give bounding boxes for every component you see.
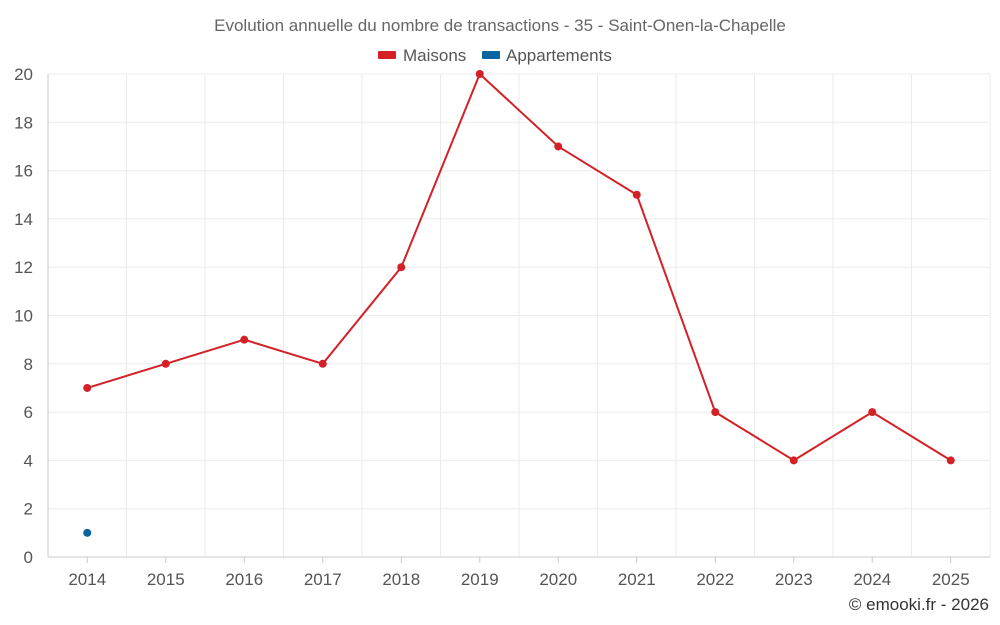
y-tick-label: 12 bbox=[14, 258, 33, 277]
y-tick-label: 14 bbox=[14, 210, 33, 229]
legend-item-appartements[interactable]: Appartements bbox=[482, 46, 612, 65]
x-tick-label: 2015 bbox=[147, 570, 185, 589]
data-point-maisons-2020[interactable] bbox=[554, 142, 563, 151]
chart-title: Evolution annuelle du nombre de transact… bbox=[214, 16, 786, 35]
series-layer bbox=[83, 70, 955, 537]
legend-label-maisons: Maisons bbox=[403, 46, 466, 65]
legend-swatch-appartements bbox=[482, 51, 500, 59]
y-tick-label: 2 bbox=[24, 500, 33, 519]
y-tick-label: 10 bbox=[14, 307, 33, 326]
data-point-maisons-2022[interactable] bbox=[711, 408, 720, 417]
data-point-maisons-2021[interactable] bbox=[632, 190, 641, 199]
legend-item-maisons[interactable]: Maisons bbox=[378, 46, 466, 65]
credit-text: © emooki.fr - 2026 bbox=[849, 595, 989, 614]
y-tick-label: 16 bbox=[14, 162, 33, 181]
x-tick-label: 2022 bbox=[696, 570, 734, 589]
data-point-maisons-2019[interactable] bbox=[475, 70, 484, 78]
grid bbox=[48, 73, 991, 557]
x-tick-label: 2025 bbox=[932, 570, 970, 589]
y-tick-label: 0 bbox=[24, 548, 33, 567]
y-tick-label: 18 bbox=[14, 113, 33, 132]
y-tick-label: 20 bbox=[14, 65, 33, 84]
x-tick-label: 2016 bbox=[225, 570, 263, 589]
data-point-maisons-2015[interactable] bbox=[161, 359, 170, 368]
y-tick-label: 6 bbox=[24, 403, 33, 422]
legend-swatch-maisons bbox=[378, 51, 396, 59]
x-tick-label: 2014 bbox=[68, 570, 106, 589]
y-tick-label: 8 bbox=[24, 355, 33, 374]
data-point-maisons-2018[interactable] bbox=[397, 263, 406, 272]
axes bbox=[47, 74, 990, 558]
data-point-maisons-2023[interactable] bbox=[789, 456, 798, 465]
x-tick-label: 2024 bbox=[853, 570, 891, 589]
y-tick-label: 4 bbox=[24, 451, 33, 470]
x-tick-label: 2021 bbox=[618, 570, 656, 589]
series-line-maisons bbox=[86, 73, 952, 462]
data-point-maisons-2025[interactable] bbox=[946, 456, 955, 465]
data-point-maisons-2017[interactable] bbox=[318, 359, 327, 368]
y-axis-ticks: 0 2 4 6 8 10 12 14 16 18 20 bbox=[14, 65, 33, 567]
data-point-maisons-2016[interactable] bbox=[240, 335, 249, 344]
data-point-maisons-2024[interactable] bbox=[868, 408, 877, 417]
x-tick-label: 2023 bbox=[775, 570, 813, 589]
legend: Maisons Appartements bbox=[378, 46, 612, 65]
legend-label-appartements: Appartements bbox=[506, 46, 612, 65]
x-tick-label: 2020 bbox=[539, 570, 577, 589]
data-point-appartements-2014[interactable] bbox=[83, 528, 92, 537]
x-tick-label: 2019 bbox=[461, 570, 499, 589]
x-axis-ticks: 2014 2015 2016 2017 2018 2019 2020 2021 2022 2023… bbox=[68, 557, 970, 589]
x-tick-label: 2018 bbox=[382, 570, 420, 589]
data-point-maisons-2014[interactable] bbox=[83, 383, 92, 392]
x-tick-label: 2017 bbox=[304, 570, 342, 589]
